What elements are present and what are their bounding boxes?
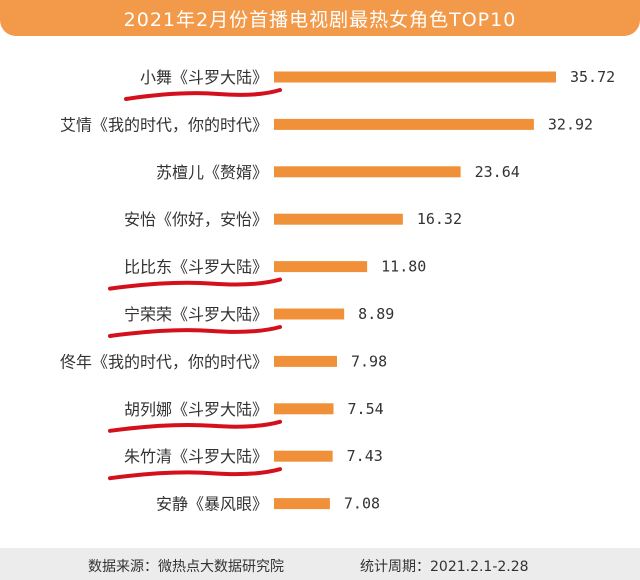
title-bar: 2021年2月份首播电视剧最热女角色TOP10	[0, 0, 640, 36]
underline-annotation	[108, 325, 282, 338]
bar	[274, 450, 333, 462]
chart-title: 2021年2月份首播电视剧最热女角色TOP10	[123, 8, 517, 31]
value-label: 32.92	[548, 115, 593, 133]
bar	[274, 166, 461, 178]
value-label: 11.80	[381, 258, 426, 276]
value-label: 35.72	[570, 68, 615, 86]
underline-annotation	[108, 277, 282, 291]
data-source: 数据来源：微热点大数据研究院	[88, 559, 284, 575]
value-label: 16.32	[417, 210, 462, 228]
underline-annotation	[108, 419, 282, 433]
underline-annotation	[108, 467, 282, 481]
value-label: 7.54	[348, 400, 384, 418]
bar	[274, 71, 556, 83]
bar	[274, 403, 334, 415]
category-label: 胡列娜《斗罗大陆》	[124, 400, 268, 419]
category-label: 比比东《斗罗大陆》	[124, 258, 268, 277]
value-label: 7.08	[344, 495, 380, 513]
category-label: 小舞《斗罗大陆》	[140, 68, 268, 87]
bar	[274, 355, 337, 367]
value-label: 7.98	[351, 352, 387, 370]
bar	[274, 308, 345, 320]
bar-chart: 小舞《斗罗大陆》 35.72 艾情《我的时代，你的时代》 32.92 苏檀儿《赘婿》 23…	[60, 68, 615, 514]
category-label: 艾情《我的时代，你的时代》	[60, 115, 268, 134]
underline-annotation	[124, 88, 282, 101]
bar	[274, 261, 368, 273]
category-label: 佟年《我的时代，你的时代》	[60, 352, 268, 371]
category-label: 宁荣荣《斗罗大陆》	[124, 305, 268, 324]
bar	[274, 118, 534, 130]
value-label: 8.89	[358, 305, 394, 323]
value-label: 7.43	[347, 447, 383, 465]
category-label: 安怡《你好，安怡》	[124, 210, 268, 229]
value-label: 23.64	[475, 163, 520, 181]
category-label: 朱竹清《斗罗大陆》	[124, 447, 268, 466]
bar	[274, 498, 330, 510]
category-label: 苏檀儿《赘婿》	[156, 163, 268, 182]
bar	[274, 213, 403, 225]
statistics-period: 统计周期：2021.2.1-2.28	[360, 559, 529, 575]
footer: 数据来源：微热点大数据研究院 统计周期：2021.2.1-2.28	[0, 548, 640, 580]
category-label: 安静《暴风眼》	[156, 495, 268, 514]
